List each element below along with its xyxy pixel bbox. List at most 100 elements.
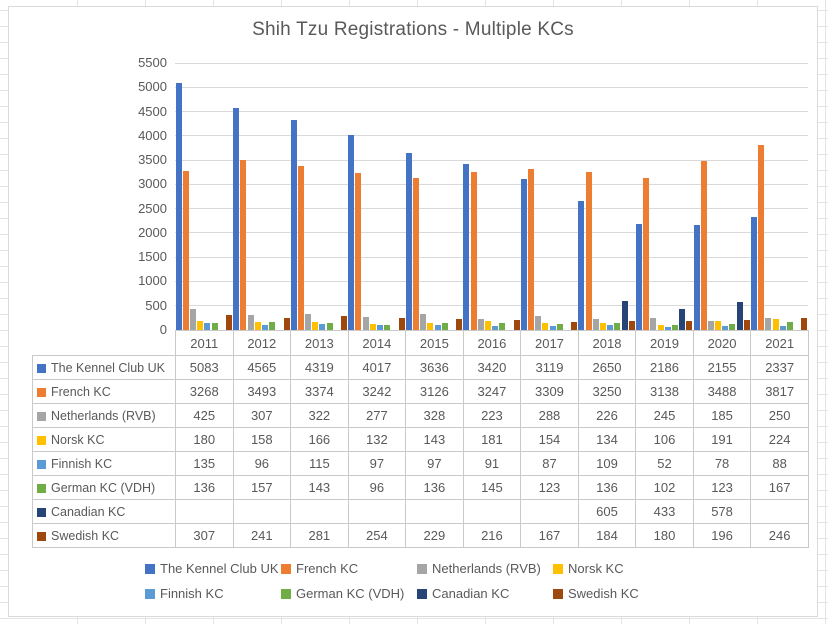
bar xyxy=(189,309,196,330)
bar xyxy=(456,318,463,330)
value-cell: 143 xyxy=(405,427,464,452)
value-cell: 191 xyxy=(692,427,752,452)
value-cell: 88 xyxy=(750,451,809,476)
bar xyxy=(542,322,549,330)
legend-key-icon xyxy=(145,563,155,574)
bar xyxy=(513,319,520,330)
bar xyxy=(434,325,441,330)
legend-key-icon xyxy=(553,563,563,574)
value-cell: 115 xyxy=(290,451,349,476)
bar xyxy=(621,300,628,330)
value-cell xyxy=(520,499,579,524)
value-cell: 106 xyxy=(635,427,694,452)
bar xyxy=(614,323,621,330)
value-cell: 158 xyxy=(232,427,292,452)
bar xyxy=(254,322,261,330)
legend-label: Canadian KC xyxy=(432,586,510,601)
grid-line xyxy=(175,159,808,161)
bar xyxy=(326,323,333,330)
value-cell: 136 xyxy=(405,475,464,500)
value-cell: 87 xyxy=(520,451,579,476)
bar xyxy=(635,223,642,330)
chart-object[interactable]: Shih Tzu Registrations - Multiple KCs 0 5… xyxy=(8,6,818,617)
value-cell: 605 xyxy=(577,499,637,524)
value-cell: 5083 xyxy=(175,355,234,380)
bar xyxy=(211,323,218,330)
value-cell: 167 xyxy=(750,475,809,500)
bar xyxy=(405,153,412,330)
bar xyxy=(355,172,362,330)
value-cell: 241 xyxy=(232,523,292,548)
value-cell: 3138 xyxy=(635,379,694,404)
data-table: 2011 2012 2013 2014 2015 2016 2017 2018 2019 2020… xyxy=(32,330,809,548)
value-cell: 3250 xyxy=(577,379,637,404)
value-cell: 3374 xyxy=(290,379,349,404)
bar xyxy=(707,321,714,330)
year-header-cell: 2018 xyxy=(577,330,637,356)
value-cell: 2337 xyxy=(750,355,809,380)
grid-line xyxy=(175,111,808,113)
year-header-cell: 2021 xyxy=(750,330,809,356)
bar xyxy=(758,144,765,330)
bar xyxy=(779,325,786,330)
bar xyxy=(369,323,376,330)
bar xyxy=(305,314,312,330)
bar xyxy=(492,325,499,330)
bar xyxy=(600,323,606,330)
y-axis-label: 5000 xyxy=(138,79,167,95)
value-cell: 135 xyxy=(175,451,234,476)
legend-item: Finnish KC xyxy=(145,581,281,606)
legend-item: Netherlands (RVB) xyxy=(417,556,553,581)
y-axis-label: 0 xyxy=(159,322,167,337)
series-label-cell: Canadian KC xyxy=(32,499,176,524)
bar xyxy=(427,323,434,330)
legend-key-icon xyxy=(281,563,291,574)
bar xyxy=(679,308,686,330)
value-cell: 223 xyxy=(462,403,522,428)
y-axis-label: 2000 xyxy=(138,224,167,240)
bar xyxy=(348,134,355,330)
bar xyxy=(751,216,758,330)
bar xyxy=(787,321,794,330)
value-cell: 226 xyxy=(577,403,637,428)
value-cell: 229 xyxy=(405,523,464,548)
value-cell: 3817 xyxy=(750,379,809,404)
bar xyxy=(671,325,678,330)
value-cell: 145 xyxy=(462,475,522,500)
value-cell: 250 xyxy=(750,403,809,428)
series-key-icon xyxy=(37,483,46,493)
bar xyxy=(312,321,319,330)
value-cell: 52 xyxy=(635,451,694,476)
value-cell: 78 xyxy=(692,451,752,476)
value-cell: 216 xyxy=(462,523,522,548)
table-row: The Kennel Club UK 5083 4565 4319 4017 3636 34… xyxy=(32,355,809,380)
y-axis-label: 3500 xyxy=(138,152,167,168)
table-row: German KC (VDH) 136 157 143 96 136 145 123 136 10… xyxy=(32,475,809,500)
bar xyxy=(470,172,477,330)
bar xyxy=(412,178,419,330)
value-cell: 328 xyxy=(405,403,464,428)
value-cell: 288 xyxy=(520,403,579,428)
value-cell: 2155 xyxy=(692,355,752,380)
bar xyxy=(477,319,484,330)
value-cell: 425 xyxy=(175,403,234,428)
value-cell: 4017 xyxy=(347,355,407,380)
grid-line xyxy=(175,62,808,64)
value-cell: 96 xyxy=(347,475,407,500)
value-cell: 3420 xyxy=(462,355,522,380)
legend-label: French KC xyxy=(296,561,359,576)
value-cell: 322 xyxy=(290,403,349,428)
bar xyxy=(571,321,578,330)
value-cell xyxy=(462,499,522,524)
value-cell: 185 xyxy=(692,403,752,428)
year-header-cell: 2015 xyxy=(405,330,464,356)
bar xyxy=(585,172,592,330)
bar xyxy=(722,326,729,330)
bar xyxy=(283,318,290,330)
series-key-icon xyxy=(37,507,46,517)
bar xyxy=(650,318,657,330)
bar xyxy=(535,316,542,330)
y-axis-label: 1500 xyxy=(138,249,167,265)
bar xyxy=(628,321,635,330)
y-axis-label: 4000 xyxy=(138,127,167,143)
